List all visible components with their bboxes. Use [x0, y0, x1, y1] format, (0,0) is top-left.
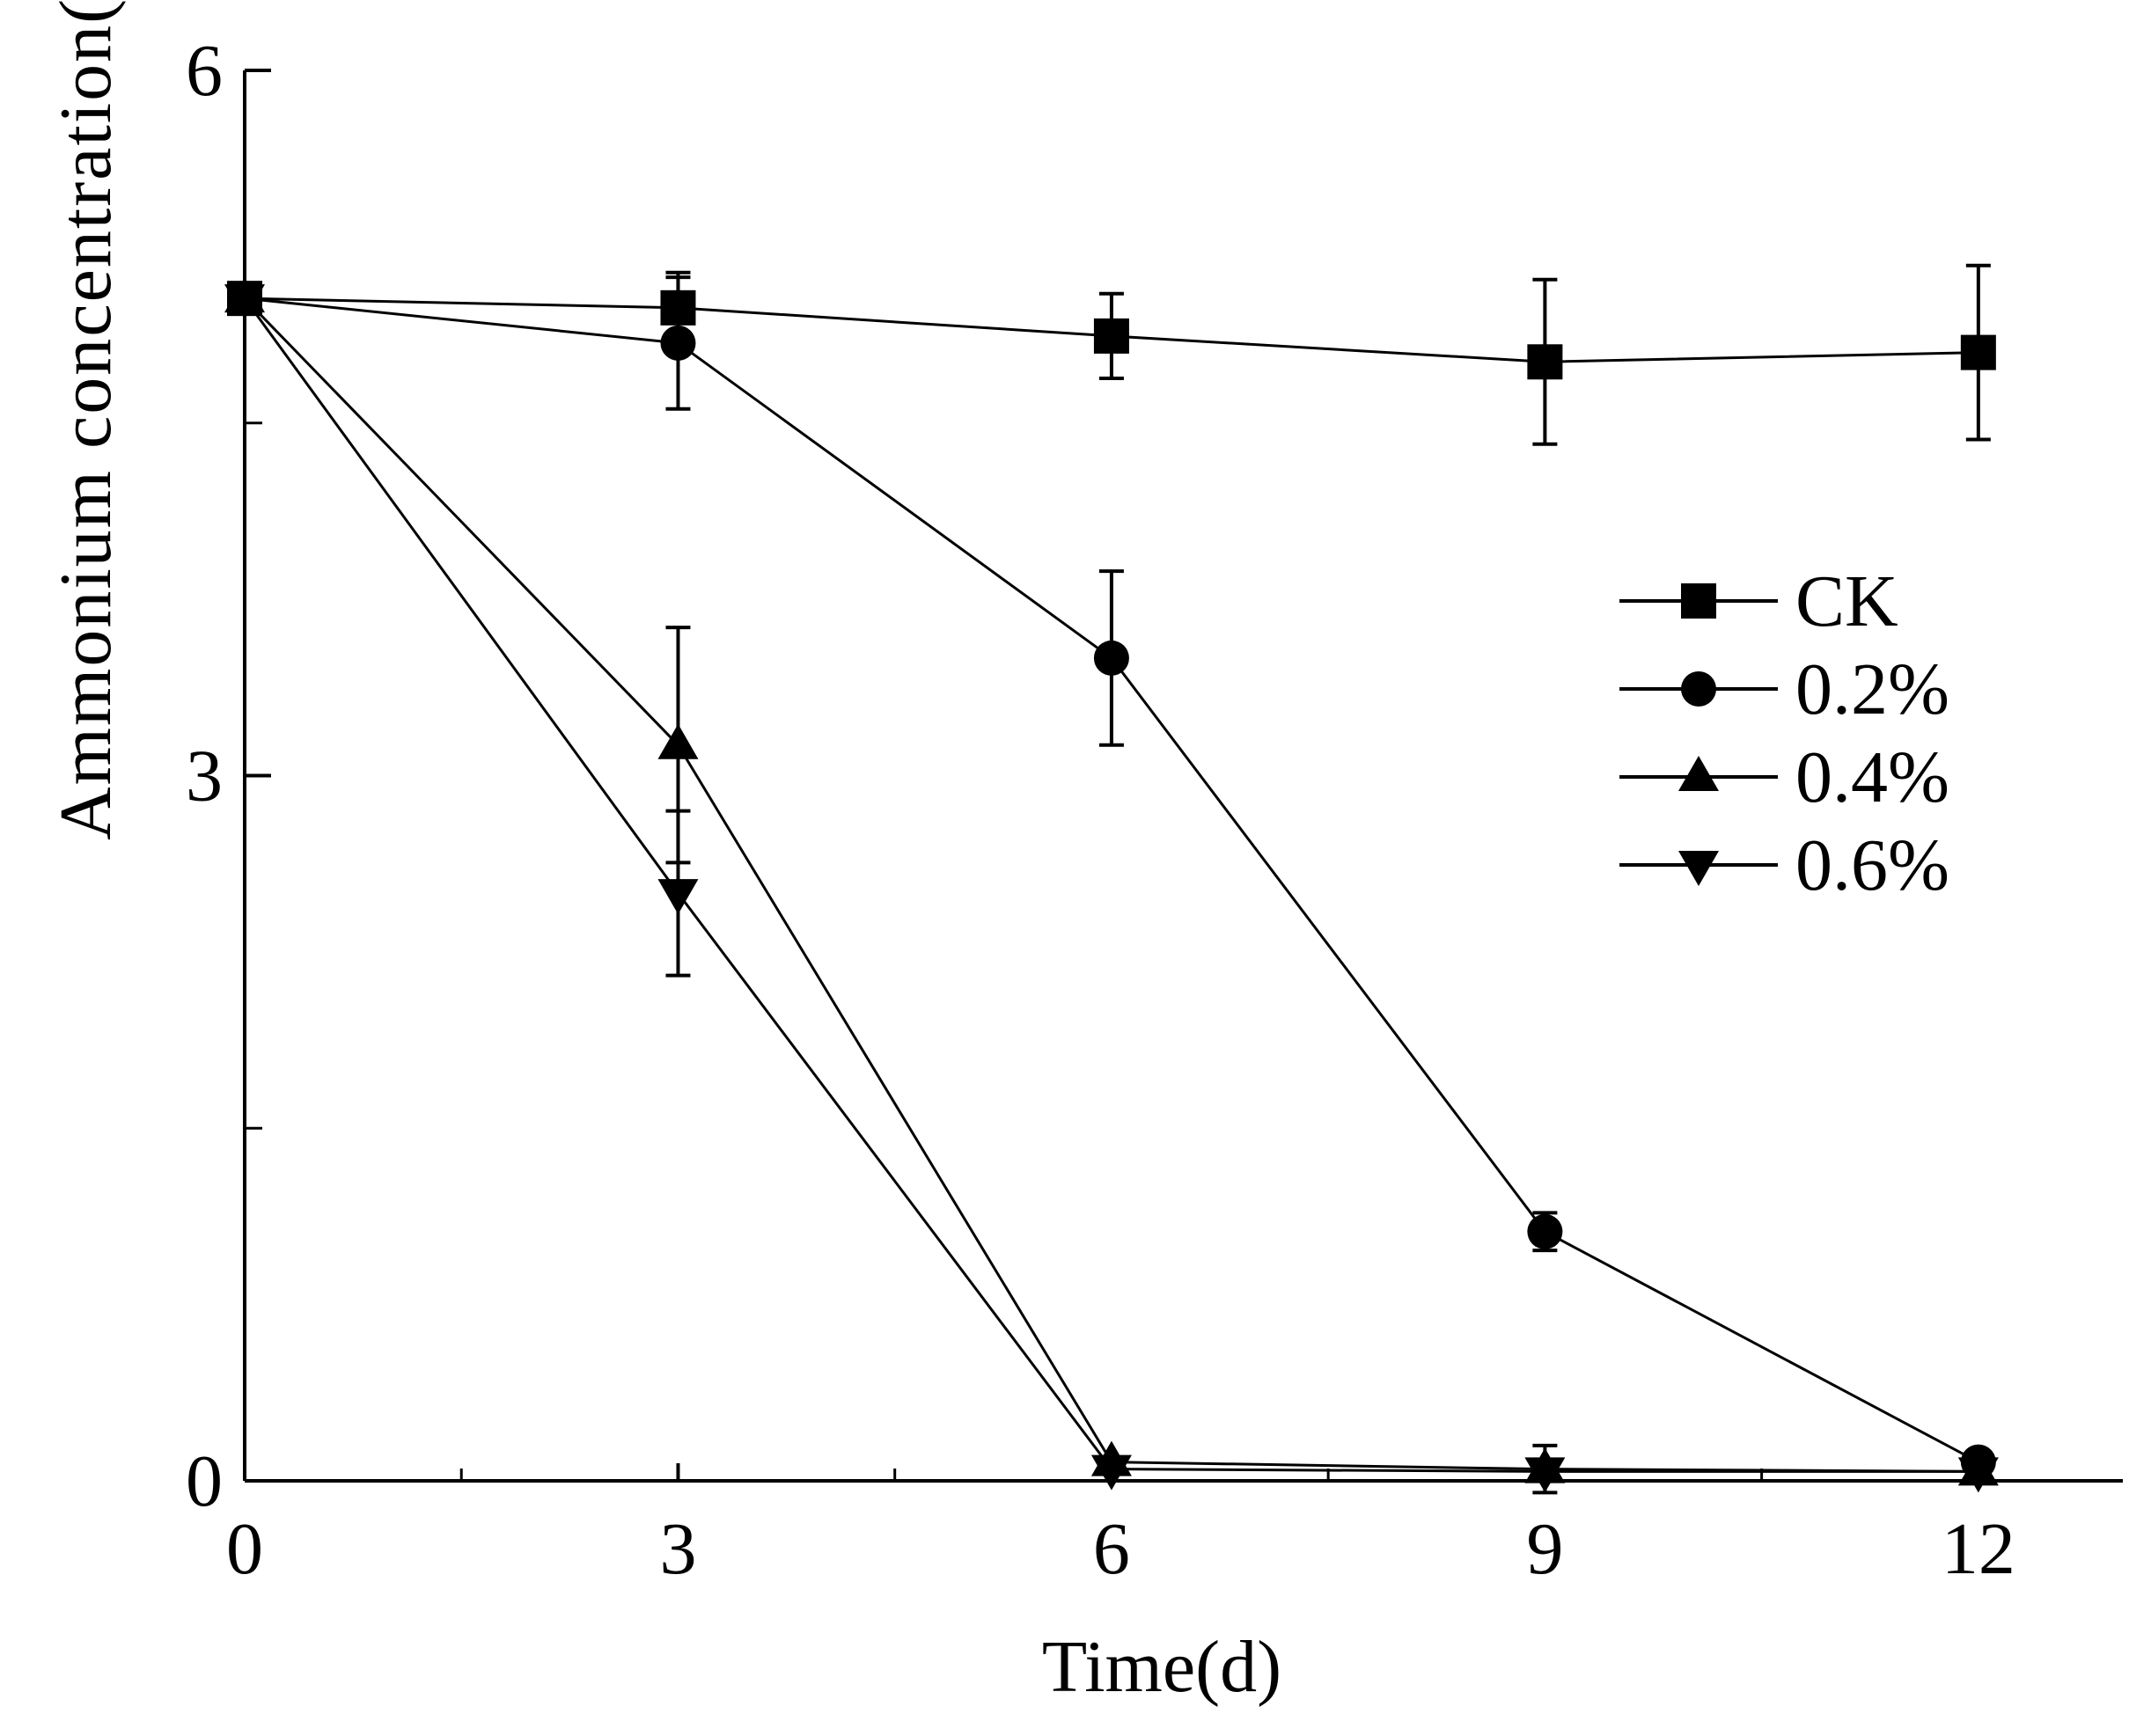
- series-layer: [224, 263, 1999, 1495]
- legend-label: 0.6%: [1795, 824, 1949, 906]
- data-point: [1527, 1213, 1563, 1249]
- legend-marker: [1681, 583, 1716, 619]
- data-point: [1960, 334, 1996, 370]
- x-tick-label: 3: [659, 1508, 696, 1590]
- axes: 0 3 6 9 12 0 3 6: [186, 30, 2123, 1590]
- legend-item: 0.4%: [1619, 736, 1949, 818]
- series-CK: [227, 263, 1996, 446]
- data-point: [657, 723, 699, 759]
- data-point: [1527, 344, 1563, 380]
- legend-item: 0.2%: [1619, 648, 1949, 730]
- data-point: [224, 284, 265, 320]
- y-tick-label: 3: [186, 736, 223, 817]
- legend-marker: [1678, 756, 1719, 791]
- y-tick-label: 6: [186, 30, 223, 112]
- legend-marker: [1678, 851, 1719, 886]
- series-0-2pct: [227, 275, 1996, 1480]
- series-line: [243, 297, 1978, 1473]
- series-line: [244, 297, 1979, 1463]
- series-0-6pct: [224, 284, 1999, 1493]
- data-point: [1090, 1454, 1132, 1491]
- legend-marker: [1681, 671, 1716, 707]
- x-tick-label: 9: [1526, 1508, 1563, 1590]
- legend-label: 0.4%: [1795, 736, 1949, 818]
- series-0-4pct: [224, 277, 1999, 1495]
- data-point: [1957, 1457, 1999, 1493]
- legend-label: 0.2%: [1795, 648, 1949, 730]
- data-point: [660, 325, 696, 361]
- x-tick-label: 6: [1093, 1508, 1130, 1590]
- x-axis-label: Time(d): [1042, 1626, 1281, 1708]
- legend: CK0.2%0.4%0.6%: [1619, 560, 1949, 906]
- x-tick-label: 0: [226, 1508, 263, 1590]
- series-line: [243, 297, 1978, 1473]
- legend-label: CK: [1795, 560, 1898, 642]
- y-axis-label-main: Ammonium concentration(mg·L: [45, 0, 127, 840]
- data-point: [1524, 1457, 1566, 1493]
- legend-item: 0.6%: [1619, 824, 1949, 906]
- x-tick-label: 12: [1942, 1508, 2015, 1590]
- y-tick-label: 0: [186, 1440, 223, 1522]
- data-point: [1093, 318, 1129, 354]
- legend-item: CK: [1619, 560, 1898, 642]
- data-point: [657, 879, 699, 915]
- data-point: [1093, 640, 1129, 676]
- y-axis-label: Ammonium concentration(mg·L-1): [42, 0, 127, 840]
